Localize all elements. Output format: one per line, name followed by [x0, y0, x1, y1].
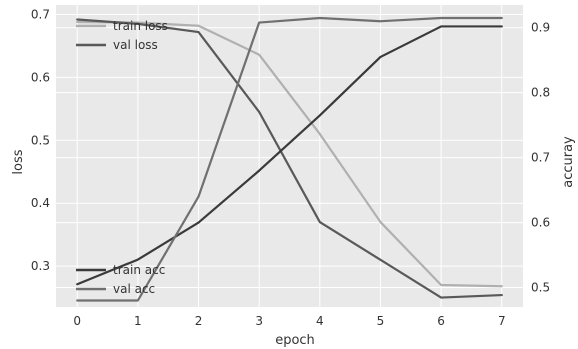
- right-y-tick-label: 0.7: [531, 151, 550, 165]
- left-y-tick-label: 0.4: [31, 196, 50, 210]
- right-y-tick-label: 0.9: [531, 21, 550, 35]
- legend-label-val-loss: val loss: [113, 38, 158, 52]
- left-y-tick-label: 0.5: [31, 133, 50, 147]
- left-y-axis-title: loss: [11, 149, 26, 174]
- x-tick-label: 6: [437, 314, 445, 328]
- series-line-val-loss: [76, 18, 503, 299]
- x-axis-title: epoch: [275, 333, 315, 348]
- legends: train loss val loss train acc val acc: [76, 19, 168, 296]
- x-tick-label: 1: [134, 314, 142, 328]
- legend-label-train-acc: train acc: [113, 263, 165, 277]
- x-tick-label: 0: [73, 314, 81, 328]
- right-y-tick-label: 0.5: [531, 281, 550, 295]
- legend-label-train-loss: train loss: [113, 19, 168, 33]
- x-tick-label: 3: [255, 314, 263, 328]
- x-tick-label: 2: [195, 314, 203, 328]
- series-line-train-acc: [76, 25, 503, 286]
- x-tick-label: 4: [316, 314, 324, 328]
- left-y-tick-label: 0.6: [31, 70, 50, 84]
- series-lines: [76, 16, 503, 302]
- grid-lines: [56, 5, 523, 307]
- series-line-train-loss: [76, 20, 503, 288]
- plot-background: [56, 5, 523, 307]
- right-y-tick-label: 0.6: [531, 216, 550, 230]
- right-y-tick-label: 0.8: [531, 86, 550, 100]
- x-tick-label: 7: [498, 314, 506, 328]
- plot-area: [56, 5, 523, 307]
- x-tick-label: 5: [377, 314, 385, 328]
- left-y-tick-label: 0.7: [31, 7, 50, 21]
- left-y-tick-label: 0.3: [31, 259, 50, 273]
- right-y-axis-title: accuray: [561, 136, 576, 188]
- tick-labels: 0 1 2 3 4 5 6 7 0.3 0.4 0.5 0.6 0.7 0.5 0.6 0.7 0.8 0.9: [31, 7, 550, 328]
- series-line-val-acc: [76, 16, 503, 302]
- legend-label-val-acc: val acc: [113, 282, 155, 296]
